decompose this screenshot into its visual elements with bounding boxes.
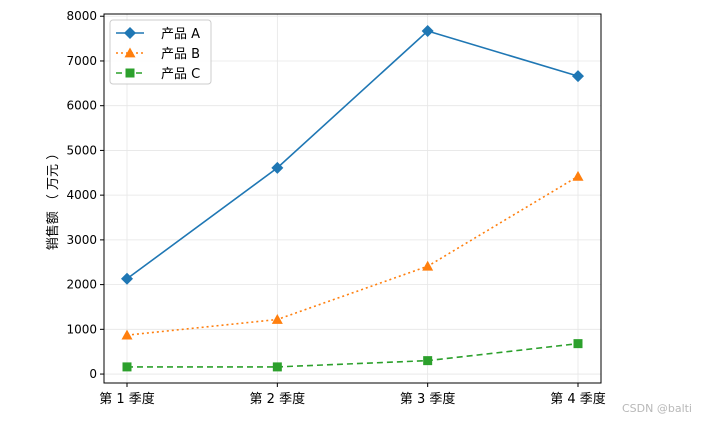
legend-label: 产品 A	[161, 27, 200, 42]
legend-box	[109, 19, 212, 85]
y-tick-label: 7000	[66, 54, 97, 68]
series-b	[121, 170, 584, 340]
legend-label: 产品 C	[161, 67, 200, 82]
data-point	[124, 47, 136, 58]
data-point	[572, 70, 584, 83]
data-point	[422, 260, 434, 271]
y-tick-label: 1000	[66, 322, 97, 336]
data-point	[122, 362, 132, 372]
legend-item: 产品 C	[116, 67, 200, 82]
series-line	[126, 175, 579, 336]
x-tick-label: 第 1 季度	[99, 391, 155, 407]
data-point	[121, 329, 133, 340]
data-point	[572, 170, 584, 181]
y-tick-label: 0	[89, 367, 97, 381]
data-point	[121, 272, 133, 285]
series-a	[121, 24, 584, 285]
data-point	[271, 161, 284, 174]
data-point	[421, 24, 434, 37]
legend-item: 产品 B	[116, 47, 200, 62]
watermark: CSDN @balti	[621, 402, 692, 415]
data-point	[125, 68, 135, 78]
legend: 产品 A 产品 B 产品 C	[109, 19, 212, 85]
axes: 0 1000 2000 3000 4000 5000 6000 7000 8000 第 1 季度 第…	[66, 9, 605, 407]
data-point	[573, 339, 583, 349]
data-point	[272, 362, 282, 372]
legend-label: 产品 B	[161, 47, 200, 62]
x-tick-label: 第 3 季度	[400, 391, 456, 407]
series-group	[121, 24, 584, 372]
x-tick-label: 第 2 季度	[250, 391, 306, 407]
x-tick-label: 第 4 季度	[550, 391, 606, 407]
series-c	[122, 339, 583, 372]
data-point	[423, 356, 433, 366]
series-line	[127, 342, 579, 368]
series-line	[126, 30, 579, 280]
y-axis-label: 销售额 （ 万元 ）	[45, 147, 61, 250]
y-tick-label: 6000	[66, 99, 97, 113]
legend-marker	[124, 27, 136, 39]
data-point	[271, 313, 283, 324]
y-tick-label: 3000	[66, 233, 97, 247]
legend-item: 产品 A	[116, 27, 200, 42]
plot-frame	[103, 13, 602, 384]
grid	[104, 14, 601, 383]
y-tick-label: 5000	[66, 143, 97, 157]
y-tick-label: 2000	[66, 278, 97, 292]
y-tick-label: 8000	[66, 9, 97, 23]
y-tick-label: 4000	[66, 188, 97, 202]
